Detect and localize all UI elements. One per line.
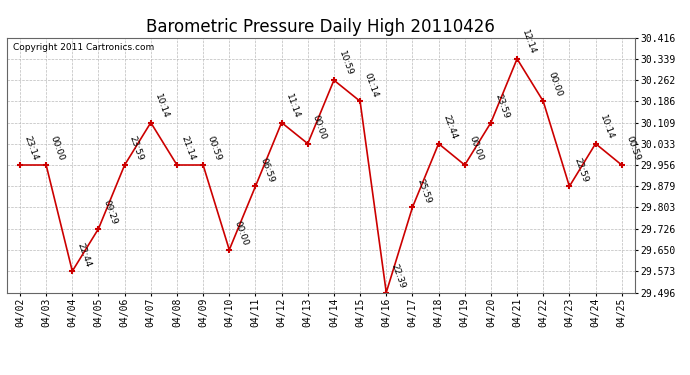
Text: 23:59: 23:59 (128, 135, 145, 162)
Text: 06:59: 06:59 (258, 156, 275, 184)
Title: Barometric Pressure Daily High 20110426: Barometric Pressure Daily High 20110426 (146, 18, 495, 36)
Text: 11:14: 11:14 (284, 93, 302, 120)
Text: 00:00: 00:00 (468, 135, 485, 162)
Text: 01:14: 01:14 (363, 71, 380, 99)
Text: 22:59: 22:59 (572, 156, 589, 184)
Text: 12:14: 12:14 (520, 29, 537, 56)
Text: 10:59: 10:59 (337, 50, 354, 77)
Text: 09:29: 09:29 (101, 199, 119, 226)
Text: 25:59: 25:59 (415, 177, 433, 205)
Text: 00:00: 00:00 (232, 220, 249, 247)
Text: 23:14: 23:14 (23, 135, 40, 162)
Text: 21:14: 21:14 (179, 135, 197, 162)
Text: 22:39: 22:39 (389, 262, 406, 290)
Text: Copyright 2011 Cartronics.com: Copyright 2011 Cartronics.com (13, 43, 155, 52)
Text: 22:44: 22:44 (75, 242, 92, 268)
Text: 22:44: 22:44 (442, 114, 458, 141)
Text: 23:59: 23:59 (493, 93, 511, 120)
Text: 10:14: 10:14 (154, 93, 171, 120)
Text: 00:00: 00:00 (49, 135, 66, 162)
Text: 10:14: 10:14 (598, 114, 615, 141)
Text: 00:59: 00:59 (206, 135, 223, 162)
Text: 00:00: 00:00 (310, 114, 328, 141)
Text: 00:00: 00:00 (546, 71, 563, 99)
Text: 00:59: 00:59 (624, 135, 642, 162)
